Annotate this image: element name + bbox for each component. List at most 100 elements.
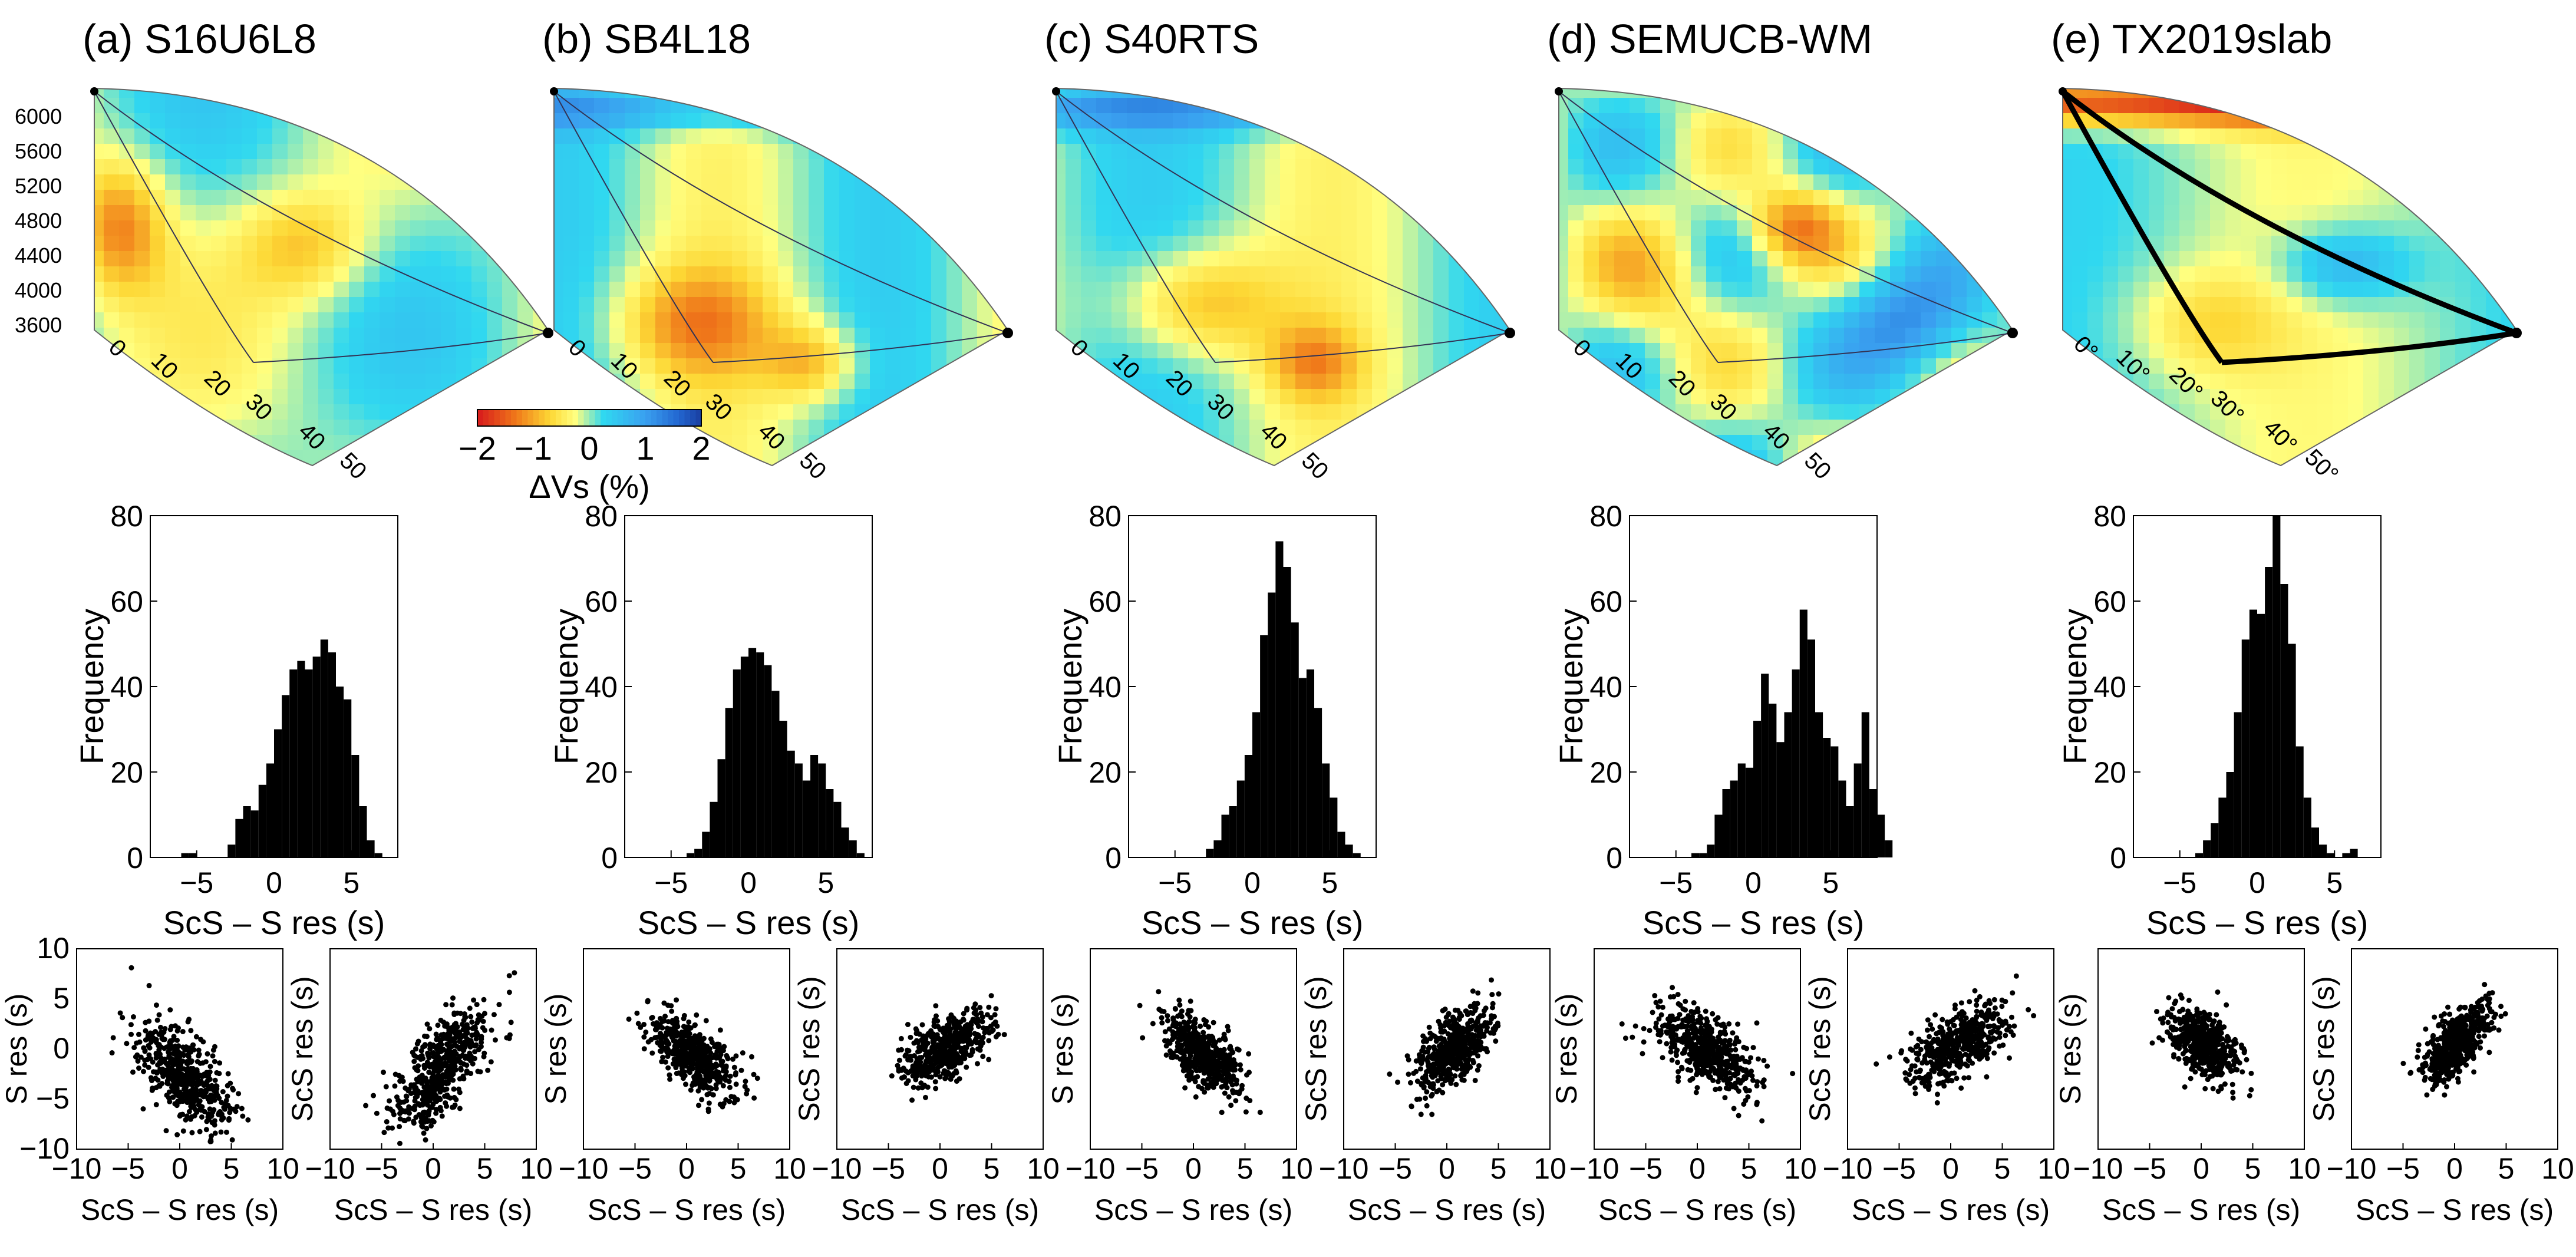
section-cell — [717, 420, 733, 436]
section-cell — [1157, 312, 1173, 328]
section-cell — [1311, 144, 1327, 160]
section-cell — [2225, 144, 2241, 160]
section-cell — [364, 98, 380, 114]
section-cell — [870, 358, 886, 374]
section-cell — [242, 174, 258, 190]
section-cell — [487, 190, 503, 206]
section-cell — [1096, 328, 1112, 344]
section-cell — [2195, 374, 2211, 390]
section-cell — [1464, 174, 1480, 190]
section-cell — [318, 420, 334, 436]
section-cell — [272, 282, 288, 298]
section-cell — [1936, 236, 1952, 252]
section-cell — [1265, 389, 1281, 405]
x-axis-label: ScS – S res (s) — [1142, 904, 1364, 941]
section-cell — [1418, 389, 1434, 405]
scatter-point — [146, 1032, 151, 1038]
section-cell — [747, 236, 763, 252]
section-cell — [1008, 190, 1024, 206]
section-cell — [1265, 297, 1281, 313]
section-cell — [456, 251, 472, 267]
station-marker — [1505, 328, 1515, 338]
section-cell — [2363, 374, 2379, 390]
section-cell — [1203, 466, 1219, 481]
section-cell — [962, 450, 978, 466]
section-cell — [2195, 88, 2211, 98]
section-cell — [1203, 312, 1219, 328]
section-cell — [334, 220, 349, 236]
section-cell — [2087, 374, 2103, 390]
section-cell — [901, 144, 916, 160]
section-cell — [2425, 389, 2440, 405]
section-cell — [318, 389, 334, 405]
section-cell — [2348, 312, 2364, 328]
section-cell — [1311, 282, 1327, 298]
section-cell — [1203, 374, 1219, 390]
scatter-point — [506, 989, 512, 995]
section-cell — [977, 404, 993, 420]
section-cell — [1081, 374, 1097, 390]
section-cell — [1905, 174, 1921, 190]
section-cell — [2118, 282, 2134, 298]
section-cell — [2486, 266, 2502, 282]
section-cell — [1387, 88, 1403, 98]
section-cell — [1798, 98, 1814, 114]
section-cell — [2087, 435, 2103, 451]
section-cell — [855, 205, 870, 221]
section-cell — [1464, 190, 1480, 206]
section-cell — [901, 113, 916, 129]
section-cell — [1614, 343, 1630, 359]
section-cell — [717, 159, 733, 175]
section-cell — [1280, 174, 1296, 190]
section-cell — [502, 174, 518, 190]
section-cell — [2118, 358, 2134, 374]
colorbar-segment — [539, 410, 545, 426]
histogram-bar — [717, 759, 725, 857]
section-cell — [2241, 98, 2257, 114]
section-cell — [594, 144, 610, 160]
section-cell — [456, 88, 472, 98]
section-cell — [211, 128, 227, 144]
section-cell — [686, 220, 702, 236]
section-cell — [1433, 435, 1449, 451]
section-cell — [1464, 98, 1480, 114]
section-cell — [1951, 266, 1967, 282]
section-cell — [318, 159, 334, 175]
histogram-bar — [1699, 853, 1707, 857]
section-cell — [180, 220, 196, 236]
section-cell — [2241, 389, 2257, 405]
section-cell — [1372, 466, 1388, 481]
section-cell — [885, 450, 901, 466]
section-cell — [380, 404, 395, 420]
section-cell — [1798, 420, 1814, 436]
section-cell — [1387, 98, 1403, 114]
section-cell — [364, 374, 380, 390]
section-cell — [150, 144, 166, 160]
section-cell — [655, 113, 671, 129]
histogram-bar — [2303, 797, 2311, 857]
section-cell — [2363, 358, 2379, 374]
section-cell — [870, 144, 886, 160]
section-cell — [747, 328, 763, 344]
section-cell — [839, 174, 855, 190]
histogram-bar — [359, 806, 367, 857]
section-cell — [1614, 328, 1630, 344]
section-cell — [548, 389, 564, 405]
section-cell — [410, 128, 426, 144]
section-cell — [1219, 190, 1235, 206]
section-cell — [1767, 98, 1783, 114]
section-cell — [1295, 190, 1311, 206]
y-tick-label: 80 — [1589, 500, 1622, 533]
section-cell — [1111, 236, 1127, 252]
section-cell — [2241, 312, 2257, 328]
y-tick-label: 20 — [585, 756, 618, 789]
section-cell — [1234, 466, 1250, 481]
section-cell — [655, 205, 671, 221]
section-cell — [104, 420, 120, 436]
section-cell — [226, 159, 242, 175]
section-cell — [1311, 328, 1327, 344]
section-cell — [303, 205, 319, 221]
section-cell — [839, 450, 855, 466]
section-cell — [471, 266, 487, 282]
section-cell — [2133, 297, 2149, 313]
